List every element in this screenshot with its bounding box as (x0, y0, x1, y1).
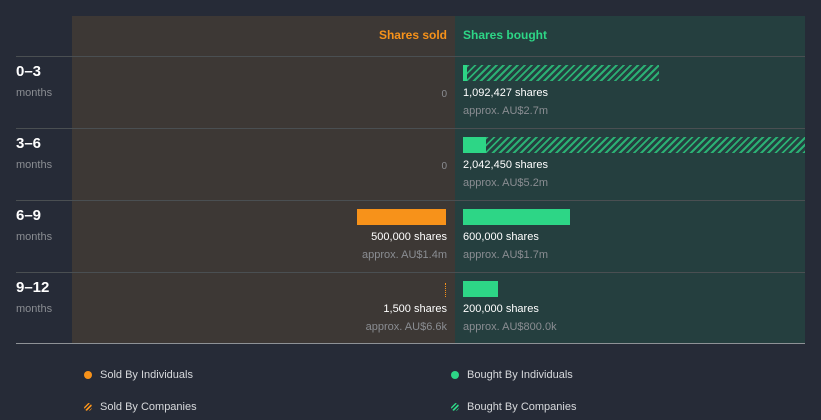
legend-sold-companies: Sold By Companies (84, 401, 197, 413)
orange-dot-icon (84, 371, 92, 379)
legend-bought-individuals: Bought By Individuals (451, 369, 573, 381)
shares-bought-header: Shares bought (463, 28, 548, 42)
sold-zero-value: 0 (441, 161, 447, 172)
legend-label: Bought By Companies (467, 401, 577, 413)
period-unit: months (16, 231, 53, 243)
bought-shares: 200,000 shares (463, 303, 539, 315)
row-9-12-months: 9–12 months 1,500 shares approx. AU$6.6k… (0, 273, 821, 345)
bought-individuals-bar[interactable] (463, 137, 486, 153)
bought-individuals-bar[interactable] (463, 209, 570, 225)
sold-zero-value: 0 (441, 89, 447, 100)
bought-approx-value: approx. AU$1.7m (463, 249, 548, 261)
legend-sold-individuals: Sold By Individuals (84, 369, 193, 381)
row-3-6-months: 3–6 months 0 2,042,450 shares approx. AU… (0, 129, 821, 201)
legend-label: Sold By Companies (100, 401, 197, 413)
legend-label: Sold By Individuals (100, 369, 193, 381)
green-hatch-icon (451, 403, 459, 411)
bought-approx-value: approx. AU$800.0k (463, 321, 557, 333)
sold-shares: 1,500 shares (383, 303, 447, 315)
bought-shares: 1,092,427 shares (463, 87, 549, 99)
period-label: 0–3 (16, 63, 42, 80)
bought-companies-bar[interactable] (486, 137, 805, 153)
bought-individuals-bar[interactable] (463, 281, 498, 297)
period-label: 6–9 (16, 207, 42, 224)
period-unit: months (16, 303, 53, 315)
shares-sold-header: Shares sold (378, 28, 447, 42)
row-divider (16, 128, 805, 129)
row-6-9-months: 6–9 months 500,000 shares approx. AU$1.4… (0, 201, 821, 273)
period-unit: months (16, 159, 53, 171)
row-divider (16, 200, 805, 201)
row-0-3-months: 0–3 months 0 1,092,427 shares approx. AU… (0, 57, 821, 129)
sold-approx-value: approx. AU$1.4m (362, 249, 447, 261)
legend-label: Bought By Individuals (467, 369, 573, 381)
legend-bought-companies: Bought By Companies (451, 401, 576, 413)
period-label: 9–12 (16, 279, 50, 296)
sold-approx-value: approx. AU$6.6k (365, 321, 447, 333)
sold-shares: 500,000 shares (371, 231, 447, 243)
sold-companies-bar[interactable] (445, 283, 446, 297)
row-divider (16, 56, 805, 57)
shares-sold-panel (72, 16, 455, 343)
bought-companies-bar[interactable] (467, 65, 659, 81)
period-unit: months (16, 87, 53, 99)
sold-individuals-bar[interactable] (357, 209, 446, 225)
bought-approx-value: approx. AU$2.7m (463, 105, 548, 117)
green-dot-icon (451, 371, 459, 379)
bought-approx-value: approx. AU$5.2m (463, 177, 548, 189)
orange-hatch-icon (84, 403, 92, 411)
row-divider (16, 272, 805, 273)
bought-shares: 600,000 shares (463, 231, 539, 243)
period-label: 3–6 (16, 135, 42, 152)
bought-shares: 2,042,450 shares (463, 159, 549, 171)
bought-individuals-bar[interactable] (463, 65, 467, 81)
chart-baseline (16, 343, 805, 344)
